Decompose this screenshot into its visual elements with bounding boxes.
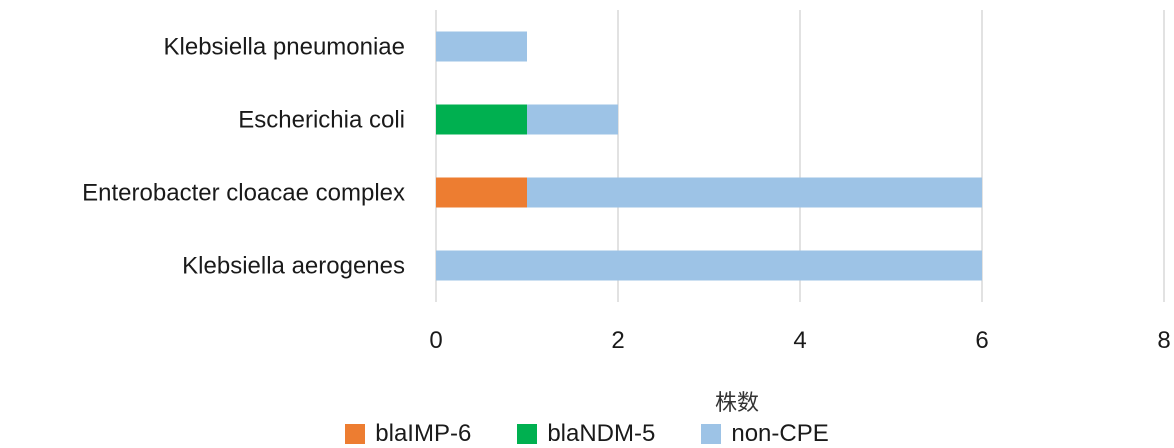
x-tick-labels: 0 2 4 6 8 [429,327,1170,354]
legend-swatch [517,424,538,444]
x-tick-label: 8 [1157,327,1170,354]
legend-label: blaNDM-5 [547,420,656,447]
category-label: Klebsiella pneumoniae [164,34,406,61]
chart: Klebsiella pneumoniae Escherichia coli Ent… [82,10,1171,416]
legend: blaIMP-6 blaNDM-5 non-CPE [0,420,1174,448]
category-label: Klebsiella aerogenes [182,253,405,280]
legend-swatch [345,424,366,444]
bar-segment [527,104,618,135]
bar-segment [436,104,527,135]
category-label: Enterobacter cloacae complex [82,180,405,207]
bar-segment [527,177,982,208]
x-tick-label: 0 [429,327,442,354]
bar-segment [436,31,527,62]
legend-swatch [701,424,722,444]
category-labels: Klebsiella pneumoniae Escherichia coli Ent… [82,34,405,280]
x-tick-label: 4 [793,327,806,354]
bar-segment [436,177,527,208]
legend-label: blaIMP-6 [375,420,472,447]
x-axis-title: 株数 [715,391,759,416]
x-tick-label: 2 [611,327,624,354]
legend-item: blaIMP-6 [345,420,471,448]
bar-segment [436,250,982,281]
category-label: Escherichia coli [238,107,405,134]
bars [436,31,982,281]
x-tick-label: 6 [975,327,988,354]
legend-label: non-CPE [731,420,829,447]
legend-item: blaNDM-5 [517,420,655,448]
legend-item: non-CPE [701,420,829,448]
